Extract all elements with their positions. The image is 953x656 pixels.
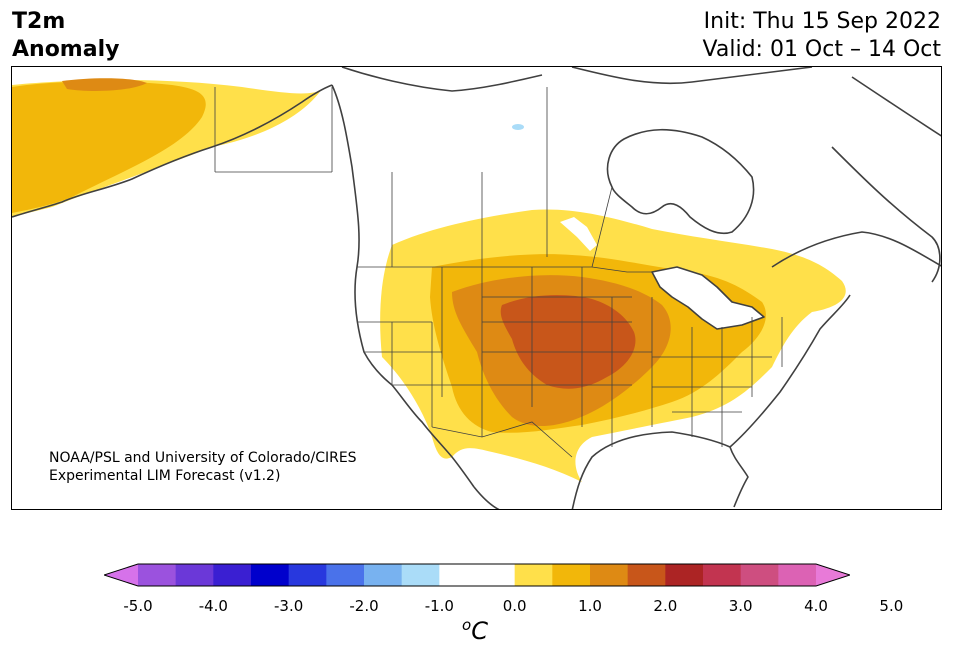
- colorbar-swatch: [816, 564, 850, 586]
- colorbar-tick-label: 2.0: [653, 597, 678, 615]
- unit-letter: C: [471, 617, 488, 645]
- mexico-border: [431, 421, 573, 458]
- map-title: T2m Anomaly: [12, 8, 119, 64]
- pacific-coast: [331, 84, 475, 488]
- colorbar-tick-label: -2.0: [349, 597, 379, 615]
- colorbar-swatch: [439, 564, 478, 586]
- atlantic-coast: [729, 294, 851, 448]
- colorbar-tick-label: -3.0: [274, 597, 304, 615]
- hudson-bay-coast: [606, 128, 755, 235]
- colorbar-swatch: [175, 564, 214, 586]
- colorbar-swatch: [552, 564, 591, 586]
- us-states-east: [652, 317, 783, 447]
- colorbar-outline: [104, 563, 850, 587]
- colorbar-swatch: [213, 564, 252, 586]
- colorbar-swatch: [514, 564, 553, 586]
- colorbar-unit: oC: [462, 616, 488, 645]
- canada-provinces: [215, 87, 613, 268]
- colorbar-tick-label: 1.0: [578, 597, 602, 615]
- conus-anomaly-peak: [500, 295, 636, 389]
- credit-text: NOAA/PSL and University of Colorado/CIRE…: [49, 449, 357, 485]
- colorbar-tick-label: -1.0: [424, 597, 454, 615]
- gulf-coast: [571, 431, 749, 509]
- map-canvas: [12, 67, 941, 509]
- mexico-coast: [473, 486, 500, 509]
- colorbar-swatch: [740, 564, 779, 586]
- anomaly-map: [11, 66, 942, 510]
- lake-winnipeg-gap: [560, 217, 597, 251]
- great-lakes: [651, 266, 765, 330]
- title-type: Anomaly: [12, 37, 120, 62]
- unit-degree-mark: o: [462, 616, 472, 634]
- init-date: Init: Thu 15 Sep 2022: [703, 9, 941, 34]
- colorbar-swatch: [778, 564, 817, 586]
- colorbar-tick-label: 4.0: [804, 597, 828, 615]
- colorbar-swatch: [364, 564, 403, 586]
- coastlines: [12, 67, 941, 509]
- title-variable: T2m: [12, 9, 66, 34]
- map-dates: Init: Thu 15 Sep 2022 Valid: 01 Oct – 14…: [703, 8, 941, 64]
- colorbar-swatch: [665, 564, 704, 586]
- colorbar-swatch: [288, 564, 327, 586]
- anomaly-shading: [12, 78, 846, 482]
- credit-line-2: Experimental LIM Forecast (v1.2): [49, 468, 281, 484]
- colorbar-swatch: [104, 564, 138, 586]
- colorbar-tick-label: -4.0: [198, 597, 228, 615]
- valid-range: Valid: 01 Oct – 14 Oct: [702, 37, 941, 62]
- colorbar-swatch: [326, 564, 365, 586]
- colorbar-swatch: [590, 564, 629, 586]
- colorbar: [104, 563, 850, 587]
- colorbar-tick-label: 5.0: [879, 597, 904, 615]
- colorbar-swatch: [251, 564, 290, 586]
- arctic-islands: [341, 67, 941, 283]
- us-states-central: [482, 267, 653, 447]
- alaska-anomaly-mid: [12, 81, 206, 213]
- colorbar-swatch: [401, 564, 440, 586]
- labrador-coast: [771, 231, 941, 268]
- colorbar-swatch: [477, 564, 516, 586]
- alaska-anomaly-high: [62, 78, 147, 91]
- colorbar-tick-label: 3.0: [728, 597, 753, 615]
- colorbar-tick-label: -5.0: [123, 597, 153, 615]
- colorbar-swatch: [138, 564, 177, 586]
- colorbar-tick-label: 0.0: [502, 597, 527, 615]
- political-boundaries: [214, 87, 783, 458]
- credit-line-1: NOAA/PSL and University of Colorado/CIRE…: [49, 450, 357, 466]
- alaska-coast: [12, 84, 333, 218]
- small-lake: [512, 124, 524, 130]
- colorbar-swatch: [627, 564, 666, 586]
- colorbar-swatch: [703, 564, 742, 586]
